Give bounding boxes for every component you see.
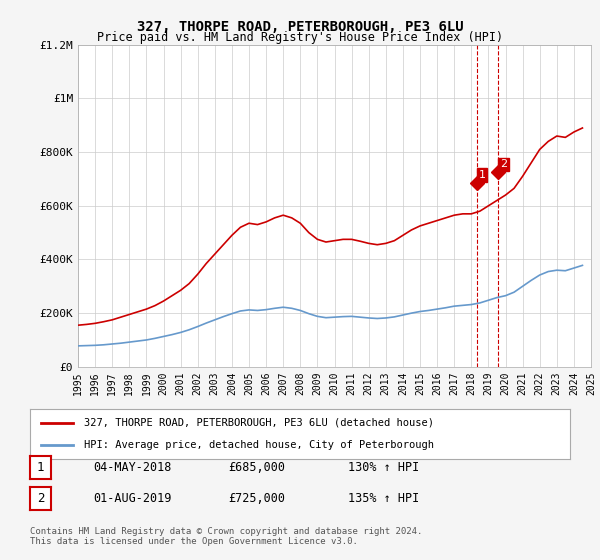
Text: 135% ↑ HPI: 135% ↑ HPI: [348, 492, 419, 505]
Text: 327, THORPE ROAD, PETERBOROUGH, PE3 6LU: 327, THORPE ROAD, PETERBOROUGH, PE3 6LU: [137, 20, 463, 34]
Text: Contains HM Land Registry data © Crown copyright and database right 2024.
This d: Contains HM Land Registry data © Crown c…: [30, 526, 422, 546]
Text: HPI: Average price, detached house, City of Peterborough: HPI: Average price, detached house, City…: [84, 440, 434, 450]
Text: 2: 2: [500, 159, 507, 169]
Text: 04-MAY-2018: 04-MAY-2018: [93, 461, 172, 474]
Text: 1: 1: [37, 461, 44, 474]
Text: 327, THORPE ROAD, PETERBOROUGH, PE3 6LU (detached house): 327, THORPE ROAD, PETERBOROUGH, PE3 6LU …: [84, 418, 434, 428]
Text: £725,000: £725,000: [228, 492, 285, 505]
Text: 1: 1: [479, 170, 485, 180]
Text: 130% ↑ HPI: 130% ↑ HPI: [348, 461, 419, 474]
Text: 2: 2: [37, 492, 44, 505]
Text: Price paid vs. HM Land Registry's House Price Index (HPI): Price paid vs. HM Land Registry's House …: [97, 31, 503, 44]
Text: 01-AUG-2019: 01-AUG-2019: [93, 492, 172, 505]
Text: £685,000: £685,000: [228, 461, 285, 474]
